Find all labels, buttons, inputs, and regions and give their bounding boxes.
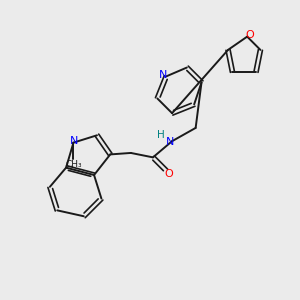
Text: N: N xyxy=(166,137,174,147)
Text: N: N xyxy=(159,70,167,80)
Text: CH₃: CH₃ xyxy=(65,160,82,169)
Text: O: O xyxy=(246,30,254,40)
Text: O: O xyxy=(165,169,173,178)
Text: H: H xyxy=(157,130,165,140)
Text: N: N xyxy=(70,136,78,146)
